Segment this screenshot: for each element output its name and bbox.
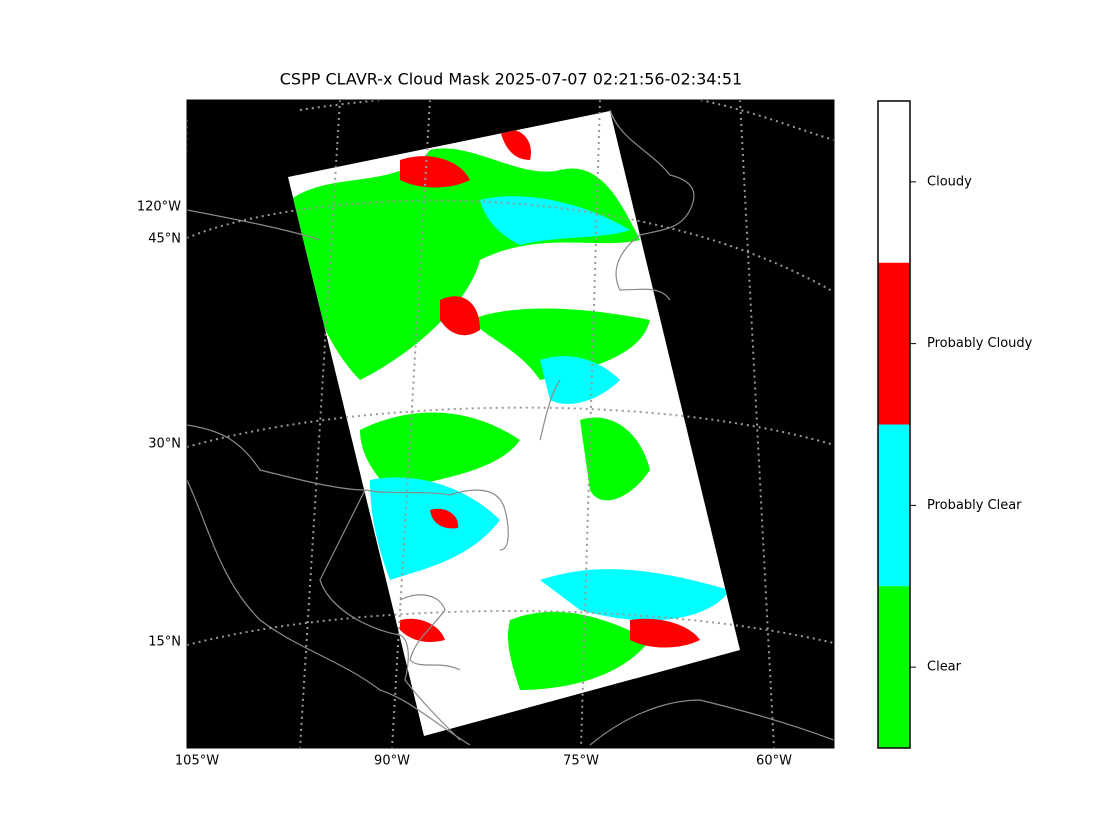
lat-label: 120°W [137, 200, 181, 215]
colorbar-label: Cloudy [927, 174, 972, 189]
probably-cloudy-region [500, 129, 531, 160]
colorbar-segment [878, 586, 910, 748]
probably-cloudy-region [430, 508, 459, 529]
colorbar-frame [877, 100, 911, 749]
probably-cloudy-region [400, 156, 470, 188]
probably-cloudy-region [400, 618, 445, 642]
lon-label: 105°W [175, 754, 219, 769]
colorbar-label: Clear [927, 660, 962, 675]
clear-region [580, 417, 650, 501]
probably-cloudy-region [630, 618, 700, 648]
map-content [187, 100, 834, 748]
graticule [187, 100, 834, 748]
lon-label: 75°W [563, 754, 599, 769]
probably-cloudy-region [440, 296, 480, 336]
colorbar-segment [878, 262, 910, 425]
map-title: CSPP CLAVR-x Cloud Mask 2025-07-07 02:21… [280, 70, 742, 89]
colorbar-label: Probably Clear [927, 498, 1022, 513]
clear-region [470, 308, 650, 380]
colorbar-segment [878, 101, 910, 263]
probably-clear-region [540, 356, 620, 404]
cloud-mask [290, 129, 730, 690]
colorbar-label: Probably Cloudy [927, 336, 1033, 351]
lat-label: 45°N [148, 232, 181, 247]
colorbar-segment [878, 424, 910, 587]
lat-label: 30°N [148, 437, 181, 452]
lat-label: 15°N [148, 635, 181, 650]
map-frame [186, 99, 835, 749]
coastline [187, 109, 834, 746]
probably-clear-region [370, 477, 500, 580]
lon-label: 90°W [374, 754, 410, 769]
lon-label: 60°W [756, 754, 792, 769]
probably-clear-region [480, 196, 630, 245]
probably-clear-region [540, 569, 730, 621]
clear-region [508, 611, 650, 690]
colorbar: Cloudy Probably Cloudy Probably Clear Clear [877, 100, 1033, 749]
map-labels: 120°W 45°N 30°N 15°N 105°W 90°W 75°W 60°W [137, 200, 792, 769]
clear-region [360, 412, 520, 490]
